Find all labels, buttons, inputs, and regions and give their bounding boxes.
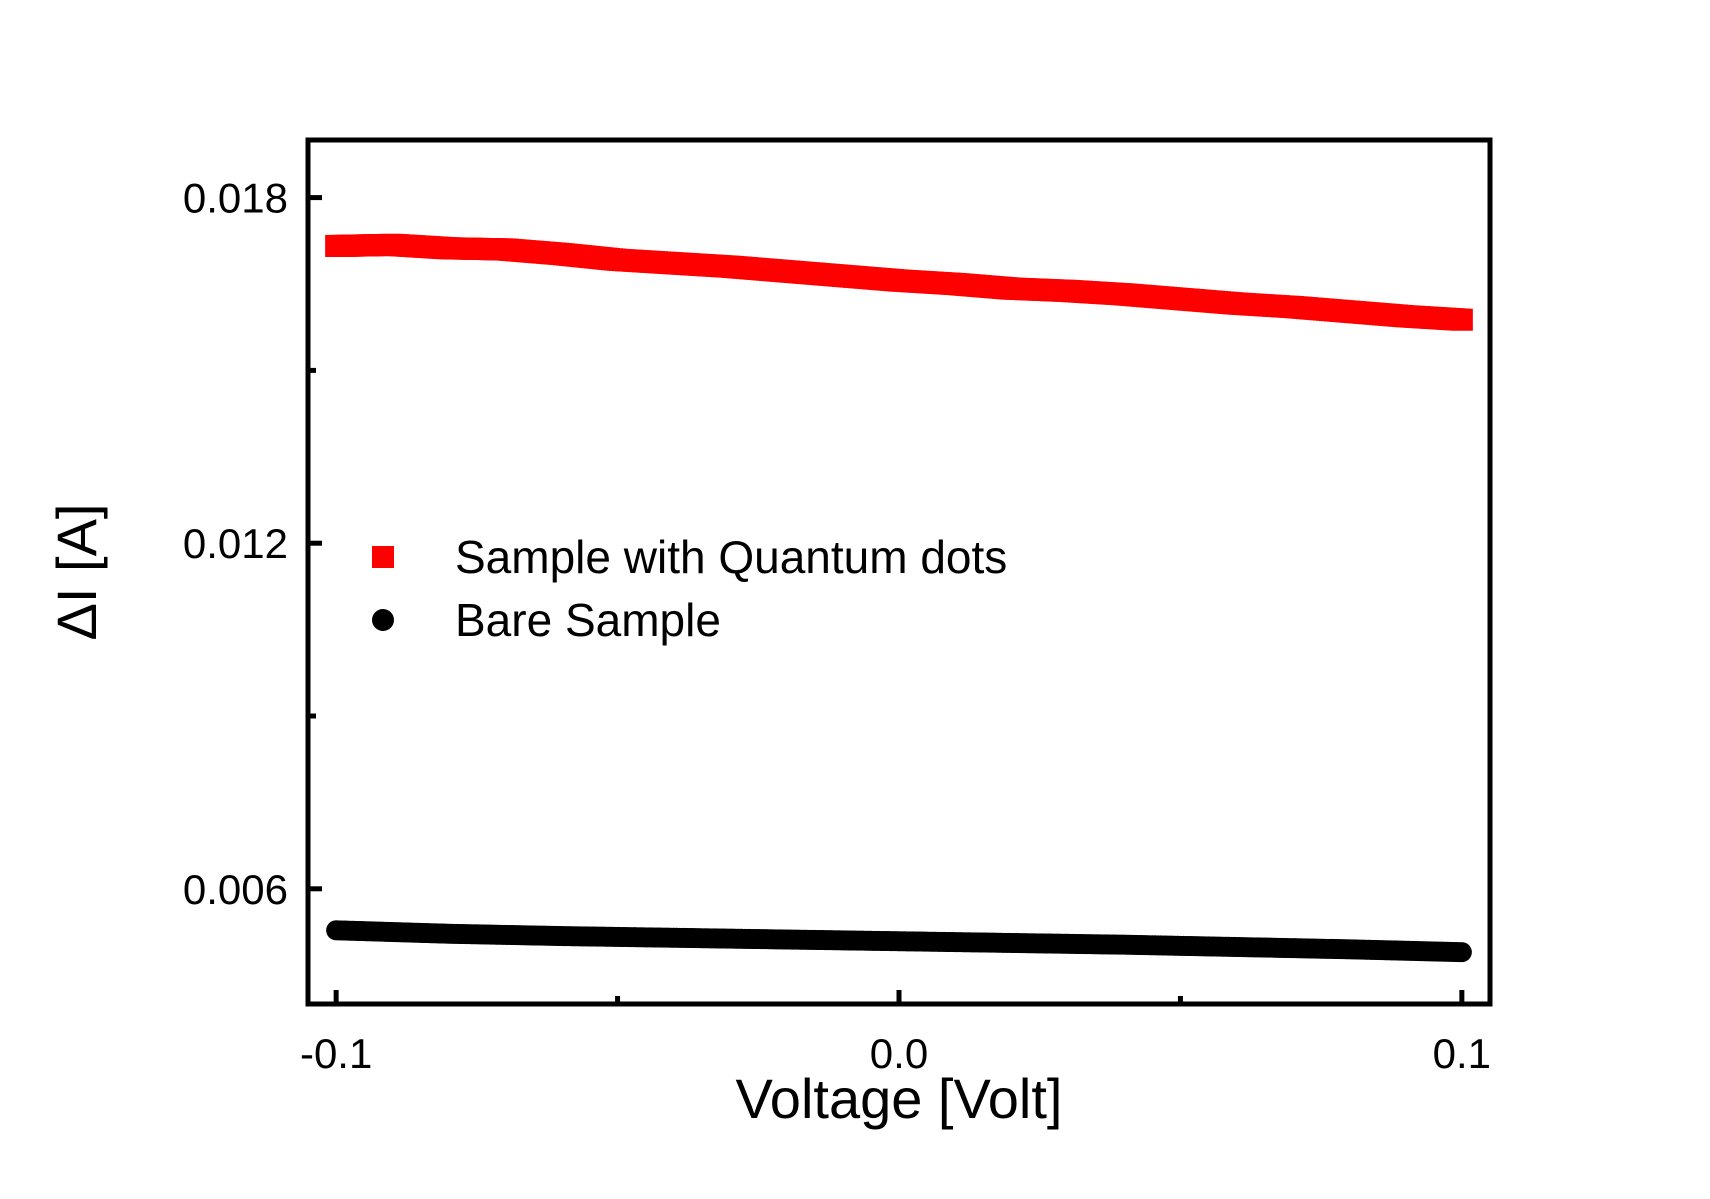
markers-layer — [325, 233, 1473, 963]
legend-marker — [372, 546, 394, 568]
ticks-layer: -0.1 0.0 0.1 0.006 0.012 0.018 — [183, 175, 1491, 1077]
data-point — [1450, 308, 1473, 331]
x-tick-label: -0.1 — [300, 1030, 372, 1077]
y-tick-label: 0.012 — [183, 520, 288, 567]
series-1 — [326, 920, 1472, 963]
legend-marker — [372, 609, 394, 631]
x-tick-label: 0.0 — [870, 1030, 928, 1077]
data-point — [1451, 942, 1472, 963]
y-tick-label: 0.006 — [183, 866, 288, 913]
y-tick-label: 0.018 — [183, 175, 288, 222]
x-axis-label: Voltage [Volt] — [736, 1067, 1063, 1130]
x-tick-label: 0.1 — [1433, 1030, 1491, 1077]
legend: Sample with Quantum dots Bare Sample — [372, 531, 1007, 646]
series-0 — [325, 233, 1473, 331]
legend-label: Sample with Quantum dots — [455, 531, 1007, 583]
legend-label: Bare Sample — [455, 594, 721, 646]
y-axis-label: ΔI [A] — [45, 504, 108, 641]
